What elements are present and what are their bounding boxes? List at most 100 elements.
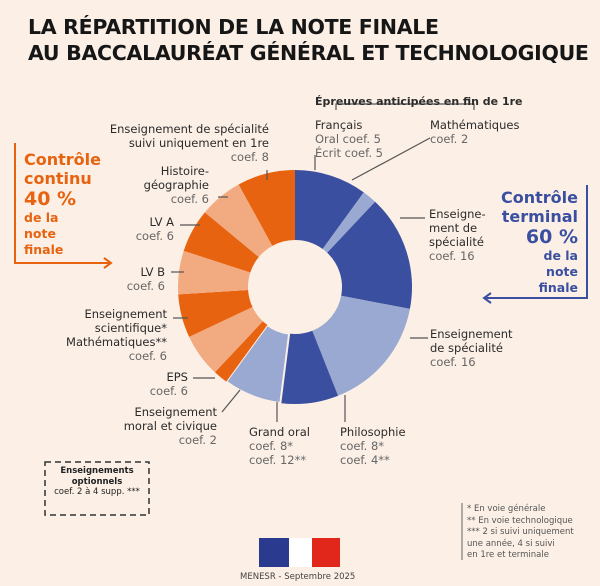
- terminal-text-3: finale: [538, 280, 578, 295]
- label-name: moral et civique: [123, 419, 217, 433]
- continu-label-2: continu: [24, 169, 92, 188]
- label-name: Mathématiques: [430, 118, 520, 132]
- label-francais: Français Oral coef. 5 Écrit coef. 5: [315, 118, 383, 160]
- donut-slice-5: [280, 330, 339, 405]
- donut-slice-10: [178, 250, 251, 295]
- donut-slice-9: [178, 289, 253, 337]
- label-name: Enseigne-: [429, 207, 486, 221]
- continu-arrow: [14, 143, 113, 269]
- continu-percent: 40 %: [24, 188, 77, 210]
- donut-slice-8: [189, 307, 263, 373]
- label-coef: coef. 2: [178, 433, 217, 447]
- donut-slice-12: [204, 184, 273, 258]
- label-coef: coef. 2: [430, 132, 469, 146]
- label-name: Enseignement: [134, 405, 217, 419]
- leader-lines: [171, 103, 475, 422]
- donut-slice-13: [238, 170, 295, 246]
- label-coef: coef. 6: [135, 229, 174, 243]
- page-title: LA RÉPARTITION DE LA NOTE FINALE AU BACC…: [28, 14, 589, 66]
- label-lvb: LV B coef. 6: [127, 265, 165, 293]
- label-coef: Écrit coef. 5: [315, 146, 383, 160]
- label-name: Philosophie: [340, 425, 406, 439]
- label-hg: Histoire- géographie coef. 6: [144, 164, 209, 206]
- label-name: Français: [315, 118, 363, 132]
- footnote: une année, 4 si suivi: [467, 538, 555, 549]
- footnote: * En voie générale: [467, 504, 546, 514]
- label-name: EPS: [166, 370, 188, 384]
- label-coef: coef. 16: [430, 355, 476, 369]
- title-line-2: AU BACCALAURÉAT GÉNÉRAL ET TECHNOLOGIQUE: [28, 41, 589, 65]
- label-name: scientifique*: [94, 321, 167, 335]
- credit: MENESR - Septembre 2025: [240, 572, 356, 582]
- continu-text-3: finale: [24, 242, 64, 257]
- label-name: LV A: [149, 215, 174, 229]
- label-name: suivi uniquement en 1re: [128, 136, 269, 150]
- label-spe1: Enseigne- ment de spécialité coef. 16: [429, 207, 486, 263]
- label-name: ment de: [429, 221, 478, 235]
- terminal-arrow: [482, 185, 588, 304]
- continu-text-1: de la: [24, 210, 59, 225]
- label-coef: coef. 6: [128, 349, 167, 363]
- optional-coef: coef. 2 à 4 supp. ***: [54, 487, 140, 497]
- label-name: Enseignement: [84, 307, 167, 321]
- continu-label-1: Contrôle: [24, 150, 101, 169]
- label-name: Mathématiques**: [66, 335, 167, 349]
- footnote: *** 2 si suivi uniquement: [467, 527, 574, 537]
- label-coef: coef. 4**: [340, 453, 390, 467]
- controle-continu-panel: Contrôle continu 40 % de la note finale: [24, 150, 101, 258]
- label-coef: coef. 8*: [340, 439, 385, 453]
- label-eps: EPS coef. 6: [150, 370, 188, 398]
- leader-emc: [221, 389, 241, 413]
- donut-slice-7: [214, 321, 268, 382]
- label-name: Grand oral: [249, 425, 310, 439]
- label-emc: Enseignement moral et civique coef. 2: [124, 405, 217, 447]
- label-coef: coef. 8: [230, 150, 269, 164]
- footnote: en 1re et terminale: [467, 550, 549, 560]
- label-coef: coef. 6: [149, 384, 188, 398]
- label-coef: Oral coef. 5: [315, 132, 381, 146]
- label-spe1re: Enseignement de spécialité suivi uniquem…: [110, 122, 269, 164]
- optional-box: [44, 461, 150, 516]
- leader-maths: [351, 137, 431, 181]
- label-name: LV B: [140, 265, 165, 279]
- label-coef: coef. 6: [170, 192, 209, 206]
- donut-slice-4: [312, 295, 410, 396]
- label-es: Enseignement scientifique* Mathématiques…: [66, 307, 167, 363]
- label-name: spécialité: [429, 235, 484, 249]
- anticipated-bracket: [335, 103, 475, 110]
- label-grandoral: Grand oral coef. 8* coef. 12**: [249, 425, 310, 467]
- donut-slice-6: [224, 323, 291, 405]
- label-coef: coef. 6: [126, 279, 165, 293]
- label-name: de spécialité: [430, 341, 503, 355]
- footnote: ** En voie technologique: [467, 515, 573, 526]
- label-name: Enseignement: [430, 327, 513, 341]
- terminal-text-2: note: [546, 264, 578, 279]
- label-spe2: Enseignement de spécialité coef. 16: [430, 327, 513, 369]
- label-name: géographie: [143, 178, 209, 192]
- donut-slice-3: [327, 201, 413, 309]
- label-philo: Philosophie coef. 8* coef. 4**: [340, 425, 406, 467]
- optional-courses: Enseignements optionnels coef. 2 à 4 sup…: [45, 466, 149, 498]
- terminal-label-1: Contrôle: [501, 188, 578, 207]
- continu-text-2: note: [24, 226, 56, 241]
- terminal-label-2: terminal: [501, 207, 578, 226]
- footnotes: * En voie générale ** En voie technologi…: [467, 504, 574, 562]
- label-maths: Mathématiques coef. 2: [430, 118, 519, 146]
- marianne-logo: [259, 538, 340, 567]
- donut-slice-1: [295, 170, 364, 249]
- label-coef: coef. 16: [429, 249, 475, 263]
- donut-slice-11: [183, 212, 259, 273]
- anticipated-header: Épreuves anticipées en fin de 1re: [315, 95, 523, 108]
- label-lva: LV A coef. 6: [136, 215, 174, 243]
- title-line-1: LA RÉPARTITION DE LA NOTE FINALE: [28, 15, 439, 39]
- label-name: Histoire-: [160, 164, 209, 178]
- controle-terminal-panel: Contrôle terminal 60 % de la note finale: [501, 188, 578, 296]
- label-coef: coef. 8*: [249, 439, 294, 453]
- terminal-text-1: de la: [543, 248, 579, 263]
- donut-slice-2: [322, 192, 376, 253]
- label-coef: coef. 12**: [249, 453, 307, 467]
- optional-title-2: optionnels: [71, 476, 123, 487]
- optional-title-1: Enseignements: [60, 466, 134, 476]
- terminal-percent: 60 %: [525, 226, 578, 248]
